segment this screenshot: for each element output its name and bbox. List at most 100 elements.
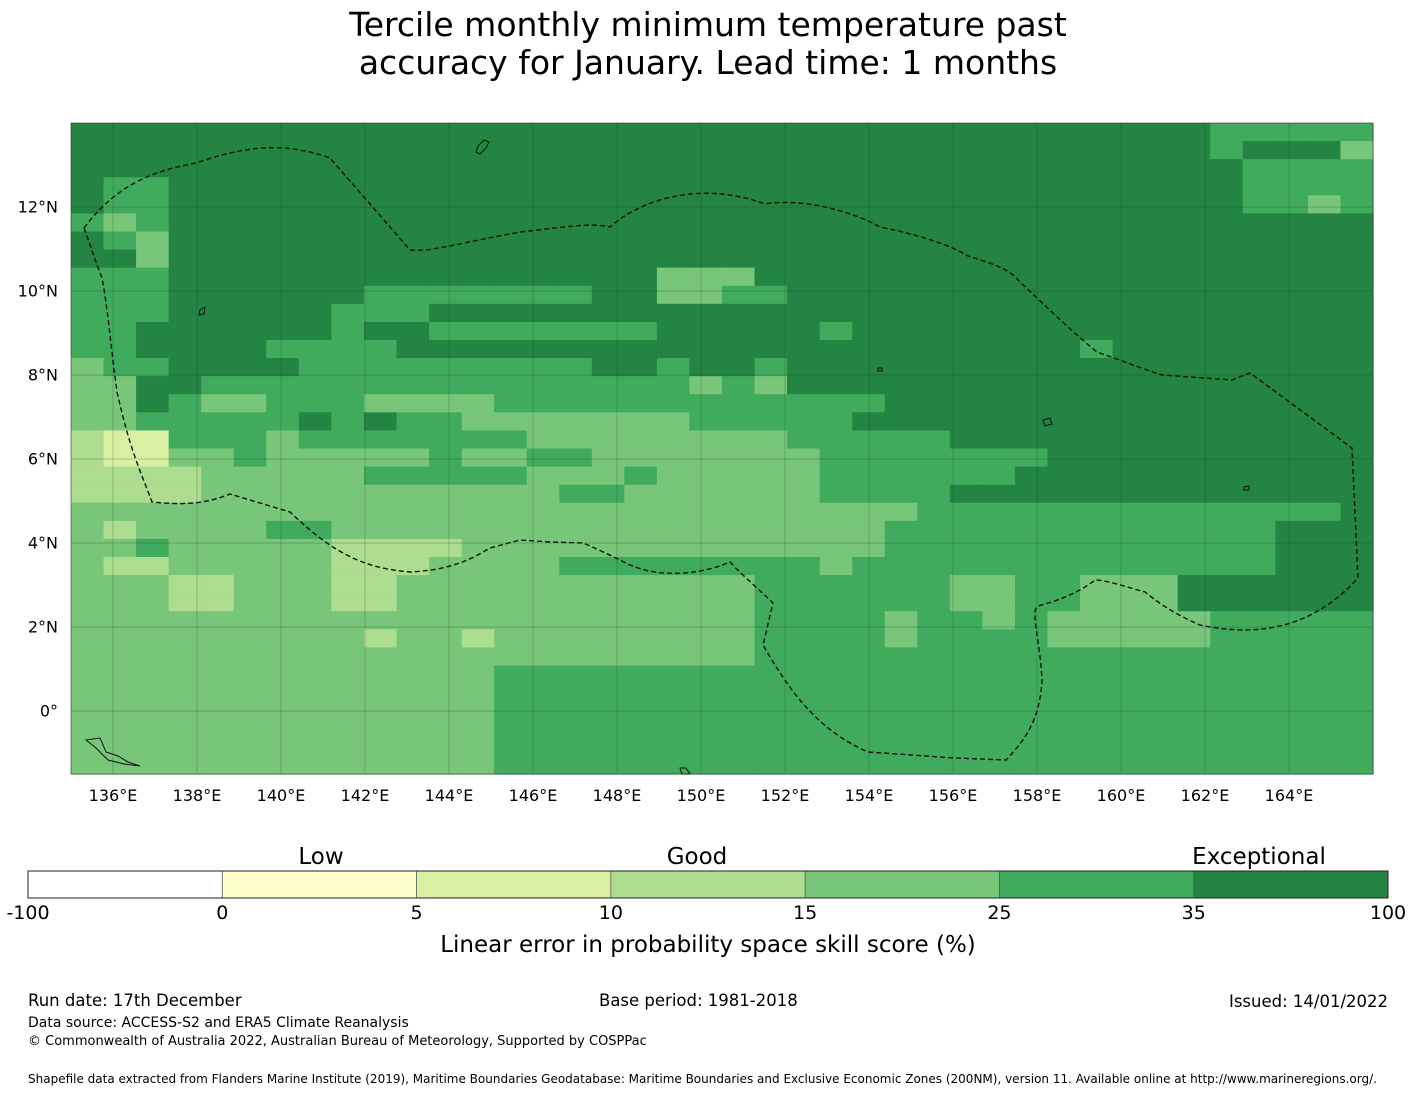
grid-cell: [1242, 123, 1276, 142]
grid-cell: [526, 249, 560, 269]
grid-cell: [201, 195, 235, 215]
grid-cell: [429, 123, 463, 142]
grid-cell: [689, 195, 723, 215]
grid-cell: [461, 159, 495, 178]
issued-date: Issued: 14/01/2022: [1228, 992, 1388, 1011]
grid-cell: [1275, 737, 1309, 757]
grid-cell: [1210, 177, 1244, 196]
grid-cell: [1080, 321, 1114, 341]
colorbar-tick-label: 100: [1369, 902, 1407, 924]
grid-cell: [1340, 448, 1374, 468]
grid-cell: [722, 575, 756, 594]
grid-cell: [494, 376, 528, 395]
grid-cell: [1177, 159, 1211, 178]
grid-cell: [656, 141, 691, 160]
grid-cell: [363, 502, 398, 522]
grid-cell: [494, 303, 528, 323]
grid-cell: [852, 502, 886, 522]
grid-cell: [884, 557, 918, 576]
grid-cell: [689, 358, 723, 377]
grid-cell: [949, 141, 983, 160]
grid-cell: [1047, 358, 1081, 377]
grid-cell: [819, 321, 853, 341]
grid-cell: [656, 195, 691, 215]
grid-cell: [982, 213, 1016, 233]
grid-cell: [624, 593, 658, 612]
grid-cell: [168, 141, 202, 160]
grid-cell: [982, 303, 1016, 323]
grid-cell: [526, 701, 560, 721]
grid-cell: [526, 430, 560, 450]
grid-cell: [1307, 593, 1342, 612]
grid-cell: [298, 195, 332, 215]
grid-cell: [689, 538, 723, 558]
grid-cell: [396, 611, 430, 630]
grid-cell: [722, 123, 756, 142]
grid-cell: [494, 647, 528, 667]
grid-cell: [526, 303, 560, 323]
grid-cell: [1210, 484, 1244, 504]
grid-cell: [1177, 267, 1211, 287]
grid-cell: [852, 177, 886, 196]
grid-cell: [559, 719, 593, 739]
grid-cell: [71, 267, 105, 287]
grid-cell: [656, 412, 691, 432]
grid-cell: [1210, 213, 1244, 233]
grid-cell: [624, 340, 658, 359]
grid-cell: [266, 231, 300, 251]
grid-cell: [949, 484, 983, 504]
grid-cell: [298, 213, 332, 233]
grid-cell: [1307, 141, 1342, 160]
grid-cell: [722, 538, 756, 558]
grid-cell: [1210, 123, 1244, 142]
grid-cell: [1080, 123, 1114, 142]
grid-cell: [1340, 249, 1374, 269]
grid-cell: [201, 575, 235, 594]
grid-cell: [1275, 701, 1309, 721]
grid-cell: [233, 340, 267, 359]
grid-cell: [722, 249, 756, 269]
grid-cell: [591, 412, 625, 432]
grid-cell: [754, 665, 788, 685]
grid-cell: [331, 195, 365, 215]
grid-cell: [624, 358, 658, 377]
grid-cell: [884, 520, 918, 540]
grid-cell: [819, 665, 853, 685]
grid-cell: [331, 484, 365, 504]
grid-cell: [168, 213, 202, 233]
grid-cell: [917, 737, 951, 757]
grid-cell: [1047, 611, 1081, 630]
grid-cell: [461, 466, 495, 486]
grid-cell: [1210, 629, 1244, 649]
grid-cell: [754, 683, 788, 703]
grid-cell: [103, 177, 137, 196]
grid-cell: [168, 231, 202, 251]
grid-cell: [1080, 394, 1114, 413]
grid-cell: [949, 394, 983, 413]
grid-cell: [1112, 267, 1146, 287]
grid-cell: [1112, 376, 1146, 395]
grid-cell: [1210, 538, 1244, 558]
graticule: [71, 123, 1373, 774]
grid-cell: [1177, 358, 1211, 377]
grid-cell: [1275, 484, 1309, 504]
grid-cell: [624, 755, 658, 775]
grid-cell: [949, 303, 983, 323]
grid-cell: [1047, 159, 1081, 178]
grid-cell: [1177, 195, 1211, 215]
grid-cell: [1080, 755, 1114, 775]
grid-cell: [1242, 557, 1276, 576]
grid-cell: [917, 267, 951, 287]
grid-cell: [526, 231, 560, 251]
grid-cell: [494, 683, 528, 703]
grid-cell: [331, 376, 365, 395]
grid-cell: [1340, 285, 1374, 305]
grid-cell: [591, 267, 625, 287]
grid-cell: [136, 647, 170, 667]
grid-cell: [624, 683, 658, 703]
grid-cell: [656, 448, 691, 468]
grid-cell: [852, 448, 886, 468]
grid-cell: [852, 683, 886, 703]
grid-cell: [494, 448, 528, 468]
